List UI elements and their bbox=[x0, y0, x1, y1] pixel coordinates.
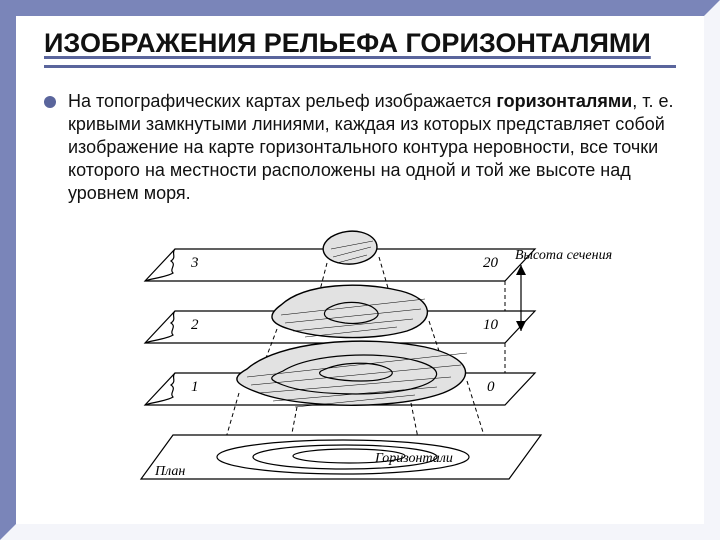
plan-sheet: План Горизонтали bbox=[141, 435, 541, 479]
section-height-callout: Высота сечения bbox=[515, 248, 612, 331]
layer-index-1: 1 bbox=[191, 379, 199, 395]
layer-index-2: 2 bbox=[191, 317, 199, 333]
bullet-dot-icon bbox=[44, 96, 56, 108]
contour-label: Горизонтали bbox=[374, 451, 453, 466]
body-term: горизонталями bbox=[496, 91, 632, 111]
diagram: 3 20 2 10 bbox=[44, 219, 676, 489]
layer-height-0: 0 bbox=[487, 379, 495, 395]
body-paragraph: На топографических картах рельеф изображ… bbox=[68, 90, 676, 205]
layer-index-3: 3 bbox=[190, 255, 199, 271]
section-label: Высота сечения bbox=[515, 248, 612, 263]
terrain-slice-top bbox=[323, 231, 377, 264]
page-title: ИЗОБРАЖЕНИЯ РЕЛЬЕФА ГОРИЗОНТАЛЯМИ bbox=[44, 28, 676, 68]
slide-content: ИЗОБРАЖЕНИЯ РЕЛЬЕФА ГОРИЗОНТАЛЯМИ На топ… bbox=[16, 16, 704, 524]
body-lead: На топографических картах рельеф изображ… bbox=[68, 91, 496, 111]
layer-height-20: 20 bbox=[483, 255, 499, 271]
terrain-slice-mid bbox=[272, 285, 427, 337]
layer-height-10: 10 bbox=[483, 317, 499, 333]
contour-diagram-svg: 3 20 2 10 bbox=[105, 219, 615, 489]
bullet-item: На топографических картах рельеф изображ… bbox=[44, 90, 676, 205]
plan-label: План bbox=[154, 464, 185, 479]
